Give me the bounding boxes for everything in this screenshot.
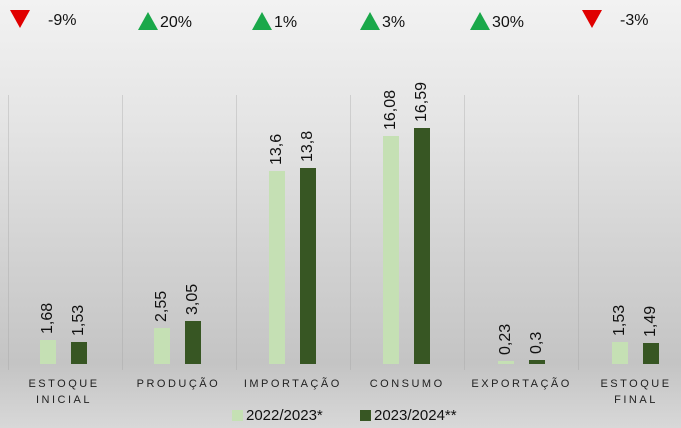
legend-label: 2023/2024** bbox=[374, 407, 457, 424]
separator bbox=[122, 95, 123, 370]
separator bbox=[464, 95, 465, 370]
value-label: 2,55 bbox=[153, 291, 171, 322]
value-label: 3,05 bbox=[184, 284, 202, 315]
value-label: 13,6 bbox=[268, 134, 286, 165]
value-label: 0,23 bbox=[497, 324, 515, 355]
x-tick-label: EXPORTAÇÃO bbox=[466, 376, 578, 392]
legend-label: 2022/2023* bbox=[246, 407, 323, 424]
x-tick-label: PRODUÇÃO bbox=[122, 376, 234, 392]
bar bbox=[71, 342, 87, 364]
bar bbox=[40, 340, 56, 364]
value-label: 13,8 bbox=[299, 131, 317, 162]
x-tick-label: IMPORTAÇÃO bbox=[237, 376, 349, 392]
change-arrow bbox=[470, 12, 490, 30]
chart: ESTOQUE INICIAL 1,68 1,53 -9% PRODUÇÃO 2,55 3,… bbox=[0, 0, 681, 428]
change-label: 30% bbox=[492, 14, 524, 32]
change-arrow bbox=[10, 10, 30, 28]
x-tick-label: CONSUMO bbox=[351, 376, 463, 392]
bar bbox=[383, 136, 399, 364]
change-arrow bbox=[252, 12, 272, 30]
change-label: -3% bbox=[620, 12, 648, 30]
value-label: 1,68 bbox=[39, 303, 57, 334]
change-label: -9% bbox=[48, 12, 76, 30]
bar bbox=[154, 328, 170, 364]
value-label: 1,53 bbox=[611, 305, 629, 336]
change-label: 20% bbox=[160, 14, 192, 32]
value-label: 1,49 bbox=[642, 306, 660, 337]
change-arrow bbox=[138, 12, 158, 30]
value-label: 16,08 bbox=[382, 90, 400, 130]
change-arrow bbox=[360, 12, 380, 30]
x-tick-label: ESTOQUE FINAL bbox=[580, 376, 681, 408]
bar bbox=[498, 361, 514, 364]
separator bbox=[578, 95, 579, 370]
bar bbox=[643, 343, 659, 364]
legend-swatch bbox=[232, 410, 243, 421]
separator bbox=[236, 95, 237, 370]
separator bbox=[8, 95, 9, 370]
x-tick-label: ESTOQUE INICIAL bbox=[8, 376, 120, 408]
change-label: 1% bbox=[274, 14, 297, 32]
change-arrow bbox=[582, 10, 602, 28]
bar bbox=[612, 342, 628, 364]
change-label: 3% bbox=[382, 14, 405, 32]
bar bbox=[185, 321, 201, 364]
bar bbox=[529, 360, 545, 364]
bar bbox=[300, 168, 316, 364]
separator bbox=[350, 95, 351, 370]
legend-swatch bbox=[360, 410, 371, 421]
bar bbox=[414, 128, 430, 364]
value-label: 16,59 bbox=[413, 82, 431, 122]
value-label: 0,3 bbox=[528, 331, 546, 353]
value-label: 1,53 bbox=[70, 305, 88, 336]
bar bbox=[269, 171, 285, 364]
